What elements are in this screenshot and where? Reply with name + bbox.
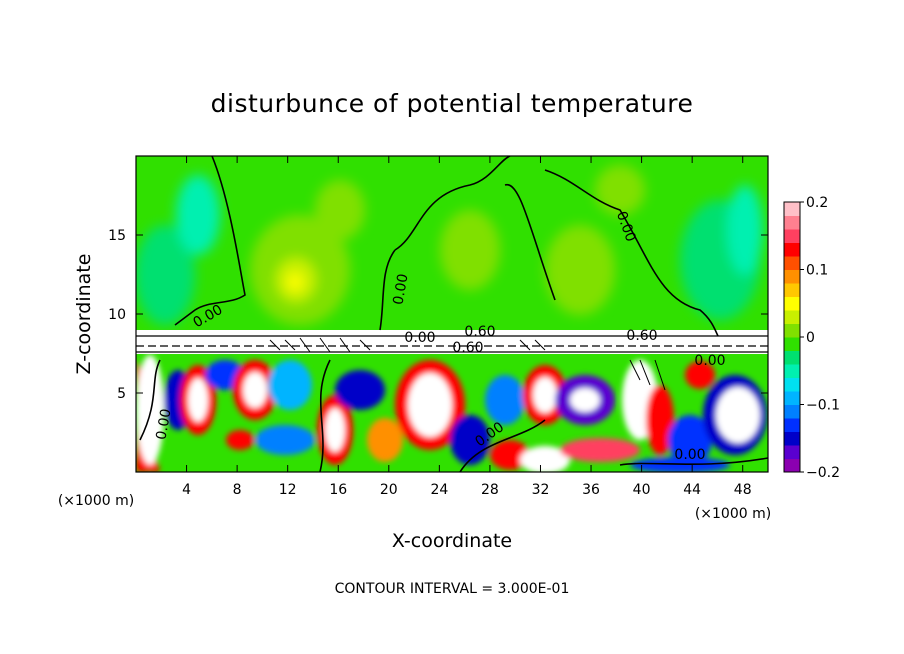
colorbar-tick-label: 0.2 [806, 195, 828, 211]
y-axis: 5 10 15 [108, 228, 768, 402]
x-tick-label: 8 [233, 482, 242, 498]
colorbar-swatch [784, 242, 800, 257]
colorbar-swatch [784, 445, 800, 459]
colorbar-swatch [784, 323, 800, 338]
colorbar-swatch [784, 431, 800, 446]
colorbar-swatch [784, 404, 800, 419]
x-tick-label: 24 [430, 482, 448, 498]
x-tick-label: 12 [279, 482, 297, 498]
x-tick-label: 20 [380, 482, 398, 498]
colorbar-swatch [784, 377, 800, 392]
x-tick-label: 4 [182, 482, 191, 498]
colorbar-tick-label: −0.2 [806, 465, 840, 481]
x-tick-label: 40 [633, 482, 651, 498]
x-tick-label: 28 [481, 482, 499, 498]
x-tick-label: 16 [329, 482, 347, 498]
contour-label: 0.60 [464, 324, 495, 340]
x-tick-label: 48 [734, 482, 752, 498]
contour-label: 0.00 [694, 353, 725, 369]
colorbar-swatch [784, 283, 800, 297]
contour-label: 0.00 [153, 408, 174, 441]
contour-lines [136, 156, 768, 472]
colorbar-swatch [784, 229, 800, 243]
colorbar-swatch [784, 391, 800, 405]
y-tick-label: 10 [108, 307, 126, 323]
colorbar-tick-label: 0.1 [806, 263, 828, 279]
x-axis: 4 8 12 16 20 24 28 32 36 40 44 48 [182, 156, 752, 498]
x-axis-unit: (×1000 m) [695, 506, 771, 522]
colorbar-swatch [784, 269, 800, 284]
y-tick-label: 5 [117, 386, 126, 402]
contour-label: 0.00 [390, 273, 411, 306]
inversion-layer [136, 330, 768, 354]
colorbar-tick-label: −0.1 [806, 398, 840, 414]
colorbar-tick-label: 0 [806, 330, 815, 346]
x-tick-label: 44 [683, 482, 701, 498]
contour-interval-note: CONTOUR INTERVAL = 3.000E-01 [335, 581, 570, 597]
x-tick-label: 32 [532, 482, 550, 498]
colorbar-swatch [784, 418, 800, 432]
contour-label: 0.00 [674, 447, 705, 463]
colorbar-swatch [784, 350, 800, 365]
contour-label: 0.60 [626, 328, 657, 344]
heatmap-field [136, 156, 768, 472]
x-axis-label: X-coordinate [392, 530, 512, 552]
colorbar-swatch [784, 337, 800, 351]
y-tick-label: 15 [108, 228, 126, 244]
contour-label: 0.00 [404, 330, 435, 346]
contour-hatch [269, 337, 666, 391]
colorbar-swatch [784, 202, 800, 216]
y-axis-unit: (×1000 m) [58, 493, 134, 509]
colorbar-swatch [784, 296, 800, 311]
chart-title: disturbunce of potential temperature [211, 89, 694, 118]
colorbar-swatch [784, 458, 800, 473]
colorbar-swatch [784, 364, 800, 378]
y-axis-label: Z-coordinate [73, 254, 95, 375]
colorbar: 0.2 0.1 0 −0.1 −0.2 [783, 195, 840, 481]
contour-label: 0.60 [452, 340, 483, 356]
colorbar-swatch [784, 215, 800, 230]
x-tick-label: 36 [582, 482, 600, 498]
colorbar-swatch [784, 256, 800, 270]
colorbar-swatch [784, 310, 800, 324]
